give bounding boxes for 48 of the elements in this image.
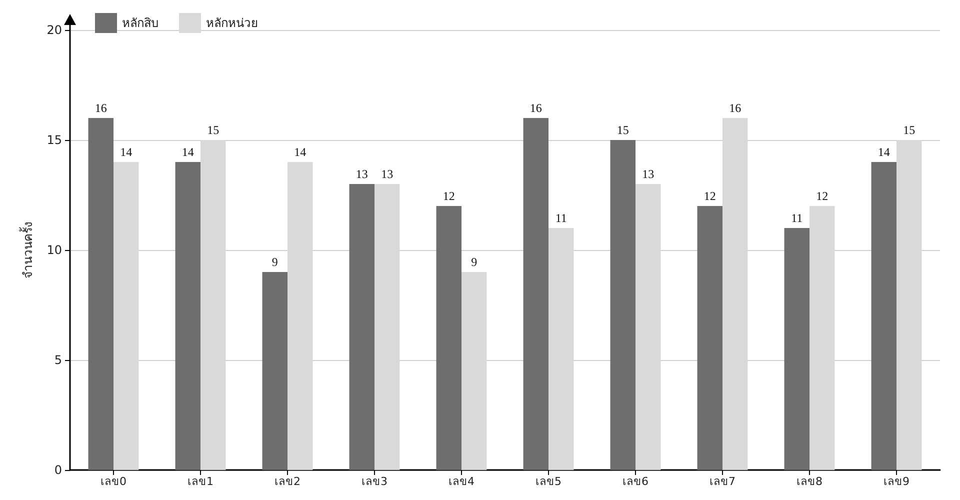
- data-label: 14: [120, 145, 132, 159]
- bar: [610, 140, 636, 470]
- y-axis-title: จำนวนครั้ง: [19, 222, 35, 278]
- legend-label: หลักสิบ: [122, 16, 159, 30]
- x-tick-label: เลข7: [710, 475, 736, 488]
- bar: [697, 206, 722, 470]
- legend-label: หลักหน่วย: [206, 16, 258, 30]
- data-label: 13: [381, 167, 394, 181]
- y-tick-label: 10: [46, 243, 62, 257]
- data-label: 12: [816, 189, 828, 203]
- y-tick-label: 20: [46, 23, 62, 37]
- x-tick-label: เลข8: [796, 475, 822, 488]
- bar: [436, 206, 462, 470]
- x-tick-label: เลข3: [362, 475, 388, 488]
- bar: [88, 118, 114, 470]
- x-tick-label: เลข6: [622, 475, 648, 488]
- data-label: 11: [791, 211, 803, 225]
- data-label: 15: [616, 123, 629, 137]
- bar: [175, 162, 200, 470]
- data-label: 14: [878, 145, 890, 159]
- bar: [871, 162, 896, 470]
- y-tick-label: 0: [54, 463, 62, 477]
- data-label: 14: [182, 145, 194, 159]
- y-tick-label: 15: [46, 133, 62, 147]
- data-label: 12: [442, 189, 455, 203]
- x-tick-label: เลข1: [188, 475, 214, 488]
- data-label: 13: [642, 167, 654, 181]
- bar: [523, 118, 548, 470]
- x-tick-label: เลข9: [884, 475, 910, 488]
- data-label: 9: [272, 255, 278, 269]
- data-label: 13: [356, 167, 368, 181]
- data-label: 12: [704, 189, 716, 203]
- data-label: 16: [530, 101, 542, 115]
- data-label: 9: [471, 255, 478, 269]
- data-label: 16: [94, 101, 107, 115]
- bar: [784, 228, 810, 470]
- bar: [349, 184, 374, 470]
- data-label: 16: [729, 101, 742, 115]
- data-label: 14: [294, 145, 306, 159]
- data-label: 11: [555, 211, 567, 225]
- data-label: 15: [207, 123, 220, 137]
- y-tick-label: 5: [54, 353, 62, 367]
- bar: [262, 272, 288, 470]
- data-label: 15: [903, 123, 916, 137]
- x-tick-label: เลข4: [448, 475, 474, 488]
- x-tick-label: เลข5: [536, 475, 562, 488]
- x-tick-label: เลข2: [274, 475, 300, 488]
- x-tick-label: เลข0: [100, 475, 126, 488]
